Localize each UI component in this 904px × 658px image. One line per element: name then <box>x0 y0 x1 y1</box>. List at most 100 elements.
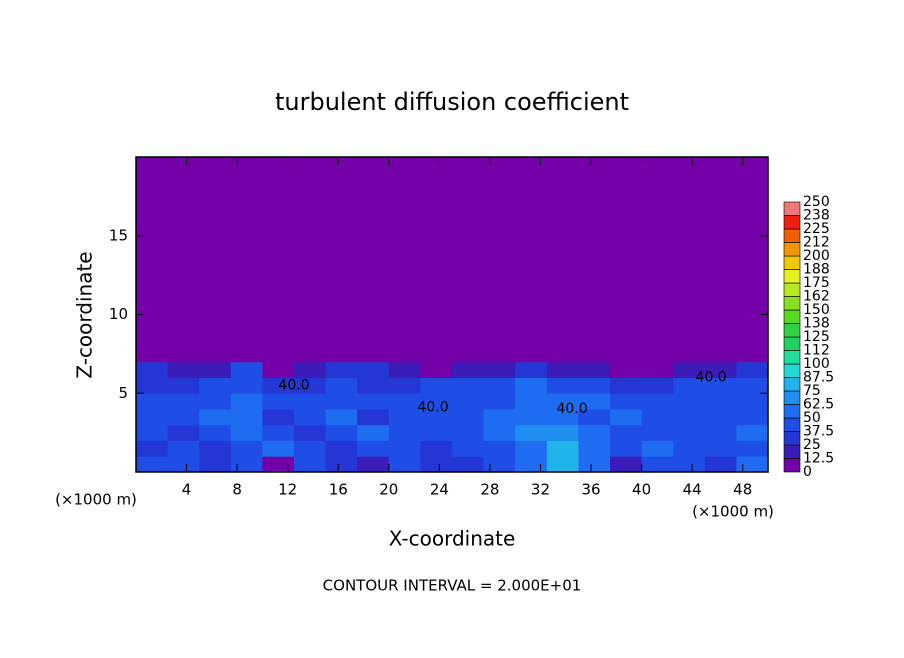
colorbar-label: 225 <box>803 221 830 237</box>
heatmap-cell <box>452 409 485 426</box>
heatmap-cell <box>199 424 232 441</box>
heatmap-cell <box>199 393 232 410</box>
heatmap-cell <box>420 377 453 394</box>
heatmap-cell <box>546 424 579 441</box>
heatmap-cell <box>610 377 643 394</box>
x-tick-label: 16 <box>329 481 348 499</box>
heatmap-cell <box>230 377 263 394</box>
heatmap-cell <box>388 440 421 457</box>
heatmap-cell <box>704 456 737 473</box>
heatmap-cell <box>704 424 737 441</box>
heatmap-cell <box>452 424 485 441</box>
heatmap-cell <box>578 361 611 378</box>
heatmap-cell <box>578 440 611 457</box>
heatmap-cell <box>578 157 611 363</box>
heatmap-cell <box>641 456 674 473</box>
heatmap-cell <box>452 393 485 410</box>
heatmap-cell <box>388 393 421 410</box>
heatmap-cell <box>578 409 611 426</box>
heatmap-cell <box>325 440 358 457</box>
heatmap-cell <box>262 440 295 457</box>
heatmap-cell <box>325 393 358 410</box>
heatmap-cell <box>578 393 611 410</box>
colorbar-box <box>783 323 801 338</box>
heatmap-cell <box>199 456 232 473</box>
heatmap-cell <box>357 393 390 410</box>
heatmap-cell <box>673 393 706 410</box>
heatmap-cell <box>262 456 295 473</box>
heatmap-cell <box>641 409 674 426</box>
colorbar-label: 162 <box>803 289 830 305</box>
heatmap-cell <box>483 361 516 378</box>
x-tick-label: 8 <box>232 481 242 499</box>
heatmap-cell <box>262 409 295 426</box>
heatmap-cell <box>136 377 169 394</box>
heatmap-cell <box>136 157 169 363</box>
heatmap-cell <box>546 157 579 363</box>
colorbar-label: 138 <box>803 316 830 332</box>
heatmap-cell <box>199 377 232 394</box>
heatmap-cell <box>641 424 674 441</box>
heatmap-cell <box>420 424 453 441</box>
heatmap-cell <box>325 361 358 378</box>
heatmap-cell <box>325 377 358 394</box>
y-tick-label: 10 <box>109 305 128 323</box>
colorbar-label: 112 <box>803 343 830 359</box>
colorbar-box <box>783 228 801 243</box>
colorbar-label: 175 <box>803 275 830 291</box>
colorbar-box <box>783 444 801 459</box>
heatmap-cell <box>136 456 169 473</box>
heatmap-cell <box>736 440 769 457</box>
heatmap-cell <box>546 440 579 457</box>
heatmap-cell <box>357 440 390 457</box>
heatmap-cell <box>546 393 579 410</box>
heatmap-cell <box>452 456 485 473</box>
colorbar-box <box>783 350 801 365</box>
heatmap-cell <box>357 157 390 363</box>
heatmap-cell <box>673 157 706 363</box>
heatmap-cell <box>230 424 263 441</box>
heatmap-cell <box>294 424 327 441</box>
heatmap-cell <box>420 157 453 363</box>
heatmap-cell <box>167 424 200 441</box>
heatmap-cell <box>199 440 232 457</box>
heatmap-cell <box>483 409 516 426</box>
heatmap-cell <box>294 393 327 410</box>
heatmap-cell <box>136 409 169 426</box>
heatmap-cell <box>546 377 579 394</box>
colorbar-label: 0 <box>803 464 812 480</box>
colorbar-box <box>783 255 801 270</box>
heatmap-cell <box>167 440 200 457</box>
heatmap-cell <box>294 361 327 378</box>
heatmap-cell <box>199 361 232 378</box>
colorbar-box <box>783 377 801 392</box>
colorbar-label: 75 <box>803 383 821 399</box>
heatmap-cell <box>704 377 737 394</box>
heatmap-cell <box>704 393 737 410</box>
heatmap-cell <box>736 409 769 426</box>
heatmap-cell <box>736 456 769 473</box>
heatmap-cell <box>388 157 421 363</box>
x-unit-label: (×1000 m) <box>55 491 137 509</box>
colorbar-box <box>783 309 801 324</box>
colorbar-box <box>783 431 801 446</box>
heatmap-cell <box>515 393 548 410</box>
x-tick-label: 32 <box>531 481 550 499</box>
heatmap-cell <box>673 440 706 457</box>
colorbar-label: 37.5 <box>803 424 834 440</box>
heatmap-cell <box>357 361 390 378</box>
heatmap-cell <box>546 456 579 473</box>
heatmap-cell <box>420 440 453 457</box>
heatmap-cell <box>294 456 327 473</box>
contour-label: 40.0 <box>556 401 587 417</box>
heatmap-cell <box>357 424 390 441</box>
x-tick-label: 24 <box>430 481 449 499</box>
x-unit-label: (×1000 m) <box>692 503 774 521</box>
heatmap-cell <box>230 409 263 426</box>
contour-label: 40.0 <box>417 399 448 415</box>
colorbar-box <box>783 215 801 230</box>
heatmap-cell <box>420 456 453 473</box>
heatmap-cell <box>167 157 200 363</box>
heatmap-cell <box>262 157 295 363</box>
heatmap-cell <box>673 456 706 473</box>
